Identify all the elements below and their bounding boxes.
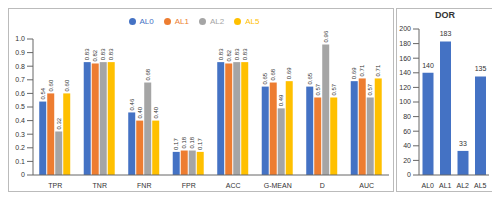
- html-text:AL1: AL1: [174, 17, 189, 26]
- svg-text:0.82: 0.82: [92, 49, 98, 61]
- svg-text:183: 183: [440, 30, 452, 37]
- svg-text:0.54: 0.54: [40, 87, 46, 99]
- svg-text:AUC: AUC: [359, 182, 374, 189]
- svg-text:0.68: 0.68: [270, 68, 276, 80]
- svg-text:AL2: AL2: [457, 182, 470, 189]
- svg-text:0.60: 0.60: [48, 79, 54, 91]
- svg-text:0.83: 0.83: [218, 48, 224, 60]
- svg-text:140: 140: [399, 69, 411, 76]
- svg-text:0.17: 0.17: [197, 138, 203, 150]
- svg-text:0.57: 0.57: [331, 83, 337, 95]
- svg-text:0.18: 0.18: [189, 136, 195, 148]
- svg-text:0.69: 0.69: [351, 67, 357, 79]
- svg-text:0: 0: [21, 171, 25, 178]
- svg-text:0.83: 0.83: [234, 48, 240, 60]
- svg-text:80: 80: [403, 113, 411, 120]
- svg-text:200: 200: [399, 25, 411, 32]
- svg-text:0.83: 0.83: [100, 48, 106, 60]
- svg-text:0.17: 0.17: [173, 138, 179, 150]
- svg-text:0.83: 0.83: [84, 48, 90, 60]
- svg-text:0.4: 0.4: [15, 117, 25, 124]
- svg-text:0.60: 0.60: [64, 79, 70, 91]
- svg-text:0.1: 0.1: [15, 158, 25, 165]
- svg-text:0: 0: [407, 171, 411, 178]
- svg-text:0.65: 0.65: [307, 72, 313, 84]
- svg-text:0.65: 0.65: [262, 72, 268, 84]
- svg-text:AL1: AL1: [439, 182, 452, 189]
- svg-text:0.9: 0.9: [15, 49, 25, 56]
- svg-text:120: 120: [399, 84, 411, 91]
- svg-text:ACC: ACC: [226, 182, 241, 189]
- svg-text:1.0: 1.0: [15, 35, 25, 42]
- svg-text:AL0: AL0: [422, 182, 435, 189]
- svg-text:0.71: 0.71: [375, 64, 381, 76]
- svg-text:40: 40: [403, 142, 411, 149]
- svg-text:0.40: 0.40: [153, 106, 159, 118]
- svg-text:0.8: 0.8: [15, 63, 25, 70]
- html-text:DOR: DOR: [435, 10, 455, 20]
- svg-text:180: 180: [399, 40, 411, 47]
- svg-text:0.49: 0.49: [278, 94, 284, 106]
- svg-text:FNR: FNR: [137, 182, 151, 189]
- svg-text:0.3: 0.3: [15, 131, 25, 138]
- svg-text:TNR: TNR: [93, 182, 107, 189]
- svg-text:0.7: 0.7: [15, 76, 25, 83]
- html-text:AL2: AL2: [210, 17, 225, 26]
- svg-text:33: 33: [459, 140, 467, 147]
- svg-text:0.83: 0.83: [108, 48, 114, 60]
- svg-text:0.57: 0.57: [367, 83, 373, 95]
- svg-text:G-MEAN: G-MEAN: [264, 182, 292, 189]
- html-text:AL5: AL5: [245, 17, 260, 26]
- svg-text:FPR: FPR: [182, 182, 196, 189]
- svg-text:0.96: 0.96: [323, 30, 329, 42]
- svg-text:60: 60: [403, 128, 411, 135]
- svg-text:0.6: 0.6: [15, 90, 25, 97]
- svg-text:0.71: 0.71: [359, 64, 365, 76]
- svg-text:0.57: 0.57: [315, 83, 321, 95]
- svg-text:20: 20: [403, 157, 411, 164]
- svg-text:135: 135: [475, 65, 487, 72]
- svg-text:0.83: 0.83: [242, 48, 248, 60]
- svg-text:AL5: AL5: [474, 182, 487, 189]
- svg-text:0.18: 0.18: [181, 136, 187, 148]
- svg-text:0.69: 0.69: [286, 67, 292, 79]
- svg-text:TPR: TPR: [48, 182, 62, 189]
- svg-text:0.82: 0.82: [226, 49, 232, 61]
- svg-text:0.40: 0.40: [137, 106, 143, 118]
- svg-text:100: 100: [399, 98, 411, 105]
- svg-text:D: D: [320, 182, 325, 189]
- svg-text:140: 140: [422, 62, 434, 69]
- svg-text:0.2: 0.2: [15, 144, 25, 151]
- svg-text:160: 160: [399, 55, 411, 62]
- svg-text:0.68: 0.68: [145, 68, 151, 80]
- svg-text:0.5: 0.5: [15, 103, 25, 110]
- svg-text:0.46: 0.46: [129, 98, 135, 110]
- html-text:AL0: AL0: [139, 17, 154, 26]
- svg-text:0.32: 0.32: [56, 117, 62, 129]
